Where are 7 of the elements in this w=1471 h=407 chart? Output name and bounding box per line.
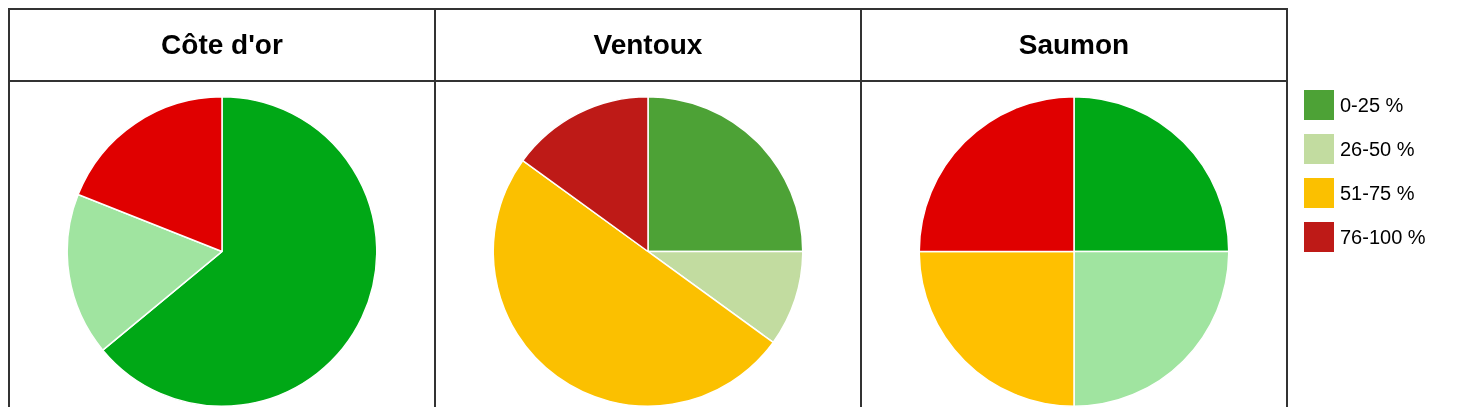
legend-label: 76-100 % <box>1340 225 1426 249</box>
chart-title: Saumon <box>862 10 1286 82</box>
legend-label: 51-75 % <box>1340 181 1415 205</box>
legend-label: 0-25 % <box>1340 93 1404 117</box>
legend-label: 26-50 % <box>1340 137 1415 161</box>
chart-title: Côte d'or <box>10 10 434 82</box>
chart-title: Ventoux <box>436 10 860 82</box>
